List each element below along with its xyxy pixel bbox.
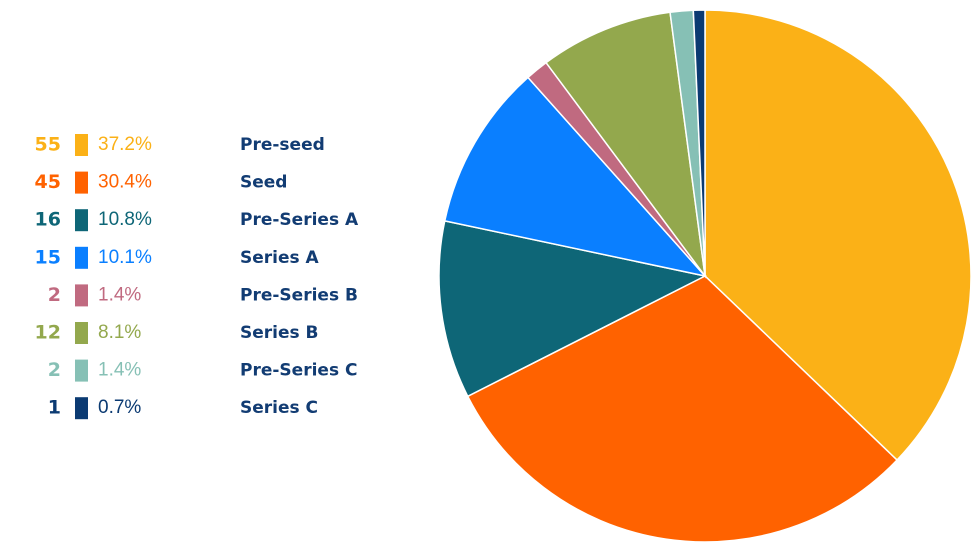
legend-count: 16: [35, 209, 61, 231]
legend-count: 1: [48, 397, 61, 419]
legend-percentage: 30.4%: [98, 172, 152, 193]
legend-count: 2: [48, 359, 61, 381]
legend-percentage: 1.4%: [98, 284, 141, 305]
pie-slice: [443, 76, 708, 278]
pie-slice: [704, 9, 972, 462]
legend-count: 2: [48, 284, 61, 306]
legend-name: Pre-Series C: [240, 361, 357, 381]
legend-percentage: 0.7%: [98, 397, 141, 418]
legend-percentage: 37.2%: [98, 134, 152, 155]
legend-name: Series C: [240, 398, 318, 418]
legend-swatch: [75, 171, 88, 194]
legend-name: Seed: [240, 173, 287, 193]
legend-swatch: [75, 322, 88, 344]
legend-swatch: [75, 359, 88, 382]
legend-percentage: 1.4%: [98, 360, 141, 381]
legend-count: 15: [35, 246, 61, 268]
legend-swatch: [75, 397, 88, 420]
pie-slice: [438, 219, 708, 398]
legend-swatch: [75, 209, 88, 232]
legend-percentage: 10.1%: [98, 247, 152, 268]
legend-count: 12: [35, 322, 61, 344]
legend-name: Series B: [240, 323, 319, 343]
legend-name: Pre-Series A: [240, 210, 359, 230]
pie-slice: [692, 9, 706, 277]
legend-count: 55: [35, 134, 61, 156]
legend-swatch: [75, 284, 88, 307]
pie-slice: [545, 11, 707, 279]
legend-name: Pre-seed: [240, 135, 325, 155]
legend-name: Series A: [240, 248, 320, 268]
legend-count: 45: [35, 171, 61, 193]
legend-percentage: 8.1%: [98, 322, 141, 343]
legend-percentage: 10.8%: [98, 209, 152, 230]
legend-swatch: [75, 134, 88, 156]
legend-name: Pre-Series B: [240, 285, 358, 305]
legend-swatch: [75, 246, 88, 269]
